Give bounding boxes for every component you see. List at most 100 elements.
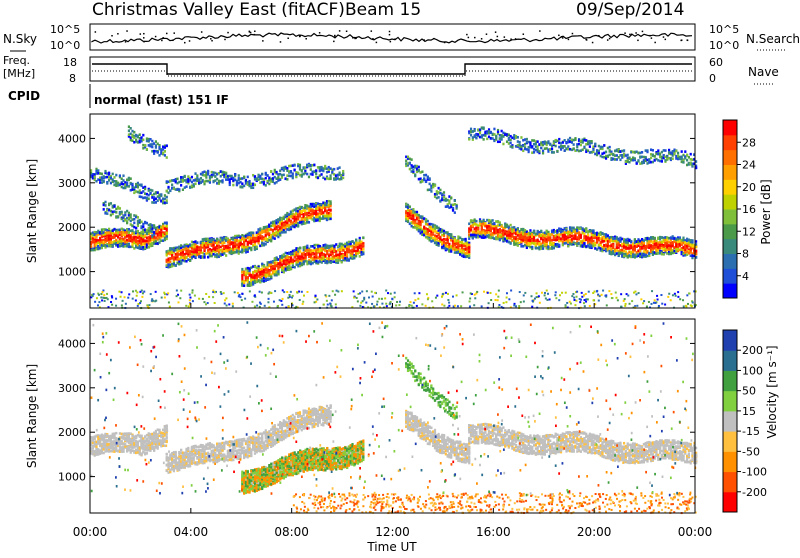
power-cell	[304, 256, 306, 259]
power-cell	[639, 250, 641, 253]
power-cell	[492, 219, 494, 222]
freq-label-line1: Freq.	[3, 54, 30, 67]
power-cell	[468, 251, 470, 254]
nsky-dot	[486, 33, 488, 35]
nsky-dot	[609, 38, 611, 40]
power-cell	[427, 220, 429, 223]
nsky-dot	[663, 36, 665, 38]
nsky-dot	[111, 35, 113, 37]
nsky-dot	[631, 34, 633, 36]
power-cell	[329, 214, 331, 217]
power-cell	[329, 205, 331, 208]
power-cell	[196, 241, 198, 244]
date-label: 09/Sep/2014	[576, 0, 684, 20]
power-cell	[265, 243, 267, 246]
nsky-dot	[299, 36, 301, 38]
power-weak-cell	[115, 174, 117, 177]
power-cell	[468, 254, 470, 257]
nsky-right-tick-bottom: 10^0	[709, 39, 739, 52]
nsky-dot	[681, 39, 683, 41]
nsky-dot	[433, 38, 435, 40]
nsky-dot	[481, 38, 483, 40]
power-cell	[166, 232, 168, 235]
nsky-dot	[561, 36, 563, 38]
power-cell	[643, 242, 645, 245]
power-cell	[297, 218, 299, 221]
freq-line	[92, 64, 692, 74]
nsearch-label: N.Search	[746, 32, 800, 46]
power-weak-cell	[119, 174, 121, 177]
nsky-dot	[201, 31, 203, 33]
nsky-dot	[390, 41, 392, 43]
nsky-tick-bottom: 10^0	[50, 39, 80, 52]
power-cell	[203, 256, 205, 259]
power-weak-cell	[130, 177, 132, 180]
nsky-dot	[687, 40, 689, 42]
nsky-dot	[305, 38, 307, 40]
nsky-dot	[637, 40, 639, 42]
power-weak-cell	[94, 176, 96, 179]
nsky-dot	[510, 38, 512, 40]
power-cell	[547, 231, 549, 234]
nsky-dot	[262, 40, 264, 42]
nsky-tick-top: 10^5	[50, 23, 80, 36]
power-cell	[542, 247, 544, 250]
power-cell	[362, 253, 364, 256]
power-cell	[241, 268, 243, 271]
nave-tick-top: 60	[709, 56, 723, 69]
power-cell	[362, 236, 364, 239]
nsky-dot	[372, 38, 374, 40]
nsky-dot	[125, 41, 127, 43]
power-cell	[112, 245, 114, 248]
power-cell	[475, 220, 477, 223]
nsky-dot	[389, 31, 391, 32]
nsky-dot	[497, 36, 499, 38]
nsky-dot	[280, 41, 282, 43]
nave-tick-bottom: 0	[709, 72, 716, 85]
power-cell	[468, 237, 470, 240]
nave-label: Nave	[748, 65, 779, 79]
power-weak-cell	[112, 173, 114, 176]
nsky-dot	[649, 35, 651, 37]
power-cell	[594, 244, 596, 247]
nsky-dot	[607, 39, 609, 41]
nsky-dot	[339, 30, 341, 32]
power-weak-cell	[106, 182, 108, 185]
power-cell	[243, 284, 245, 287]
power-cell	[468, 247, 470, 250]
power-cell	[166, 225, 168, 228]
power-cell	[477, 227, 479, 230]
power-cell	[540, 230, 542, 233]
power-cell	[468, 244, 470, 247]
nsky-dot	[211, 40, 213, 42]
power-cell	[412, 208, 414, 211]
power-cell	[443, 235, 445, 238]
nsky-dot	[254, 31, 256, 33]
power-cell	[407, 220, 409, 223]
nsky-dot	[598, 35, 600, 37]
freq-panel	[90, 57, 695, 81]
power-cell	[166, 238, 168, 241]
power-cell	[549, 236, 551, 239]
nsky-dot	[254, 34, 256, 36]
power-cell	[250, 247, 252, 250]
power-cell	[499, 221, 501, 224]
nsky-dot	[624, 32, 626, 34]
power-cell	[337, 261, 339, 264]
power-cell	[274, 237, 276, 240]
power-cell	[297, 225, 299, 228]
power-cell	[416, 211, 418, 214]
power-cell	[270, 240, 272, 243]
freq-label-line2: [MHz]	[3, 67, 35, 80]
nsky-dot	[654, 42, 656, 44]
nsky-dot	[287, 38, 289, 40]
power-cell	[450, 233, 452, 236]
nsky-dot	[423, 39, 425, 41]
nsky-dot	[665, 39, 667, 41]
nsky-dot	[166, 33, 168, 35]
power-cell	[510, 224, 512, 227]
nsky-dot	[444, 42, 446, 44]
nsky-dot	[376, 42, 378, 44]
nsky-dot	[143, 37, 145, 39]
